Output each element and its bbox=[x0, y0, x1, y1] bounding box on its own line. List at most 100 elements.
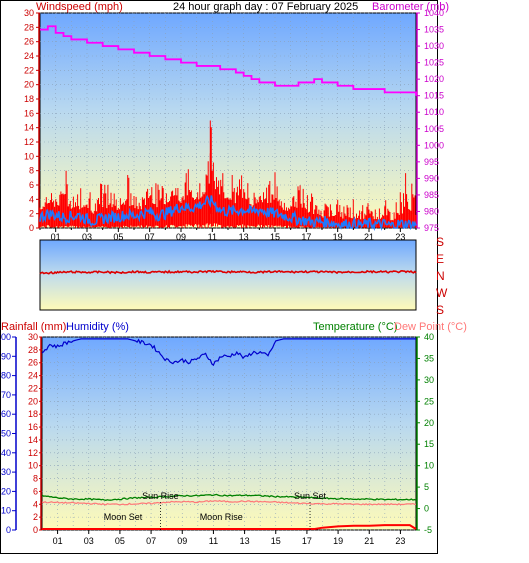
hour-tick-label: 01 bbox=[51, 232, 61, 242]
wind-tick-label: 24 bbox=[24, 51, 34, 61]
hour-tick-label: 07 bbox=[146, 536, 156, 546]
wind-tick-label: 22 bbox=[24, 65, 34, 75]
compass-label: E bbox=[436, 252, 444, 266]
hour-tick-label: 13 bbox=[239, 232, 249, 242]
annotation-label: Sun Set bbox=[294, 491, 327, 501]
temperature-axis-label: Temperature (°C) bbox=[313, 321, 397, 333]
hour-tick-label: 09 bbox=[177, 536, 187, 546]
hour-tick-label: 09 bbox=[176, 232, 186, 242]
wind-tick-label: 10 bbox=[24, 151, 34, 161]
hour-tick-label: 19 bbox=[333, 536, 343, 546]
baro-tick-label: 990 bbox=[424, 173, 439, 183]
hum-temp-axes: 0246810121416182022242628300102030405060… bbox=[0, 332, 434, 546]
humidity-axis-label: Humidity (%) bbox=[66, 321, 129, 333]
hour-tick-label: 03 bbox=[82, 232, 92, 242]
rain-tick-label: 4 bbox=[33, 499, 38, 509]
wind-axis-label: Windspeed (mph) bbox=[36, 1, 123, 13]
humidity-tick-label: 20 bbox=[1, 486, 11, 496]
temp-tick-label: -5 bbox=[424, 525, 432, 535]
wind-tick-label: 30 bbox=[24, 8, 34, 18]
humidity-tick-label: 70 bbox=[1, 390, 11, 400]
compass-label: S bbox=[436, 235, 444, 249]
baro-tick-label: 975 bbox=[424, 223, 439, 233]
hour-tick-label: 23 bbox=[395, 536, 405, 546]
wind-tick-label: 26 bbox=[24, 37, 34, 47]
humidity-tick-label: 30 bbox=[1, 467, 11, 477]
humidity-tick-label: 60 bbox=[1, 409, 11, 419]
hour-tick-label: 21 bbox=[364, 536, 374, 546]
hum-temp-grid bbox=[42, 336, 416, 531]
baro-tick-label: 995 bbox=[424, 157, 439, 167]
humidity-tick-label: 80 bbox=[1, 371, 11, 381]
wind-baro-axes: 0246810121416182022242628309759809859909… bbox=[24, 8, 444, 242]
rain-tick-label: 22 bbox=[28, 383, 38, 393]
baro-tick-label: 1015 bbox=[424, 91, 444, 101]
rain-tick-label: 20 bbox=[28, 396, 38, 406]
rain-tick-label: 16 bbox=[28, 422, 38, 432]
rain-tick-label: 26 bbox=[28, 358, 38, 368]
wind-tick-label: 8 bbox=[29, 166, 34, 176]
compass-label: W bbox=[436, 286, 448, 300]
wind-tick-label: 0 bbox=[29, 223, 34, 233]
humidity-tick-label: 10 bbox=[1, 506, 11, 516]
hour-tick-label: 17 bbox=[302, 536, 312, 546]
baro-tick-label: 980 bbox=[424, 206, 439, 216]
temp-tick-label: 30 bbox=[424, 375, 434, 385]
wind-tick-label: 16 bbox=[24, 108, 34, 118]
wind-tick-label: 12 bbox=[24, 137, 34, 147]
wind-tick-label: 20 bbox=[24, 80, 34, 90]
barometer-series bbox=[40, 25, 417, 96]
hour-tick-label: 07 bbox=[145, 232, 155, 242]
baro-tick-label: 1035 bbox=[424, 25, 444, 35]
compass-label: N bbox=[436, 269, 445, 283]
rain-tick-label: 0 bbox=[33, 525, 38, 535]
hour-tick-label: 13 bbox=[240, 536, 250, 546]
hour-tick-label: 01 bbox=[53, 536, 63, 546]
temperature-series bbox=[41, 493, 417, 501]
temp-tick-label: 0 bbox=[424, 504, 429, 514]
hour-tick-label: 21 bbox=[364, 232, 374, 242]
hour-tick-label: 05 bbox=[115, 536, 125, 546]
hour-tick-label: 19 bbox=[333, 232, 343, 242]
wind-tick-label: 6 bbox=[29, 180, 34, 190]
temp-tick-label: 25 bbox=[424, 396, 434, 406]
annotation-label: Moon Rise bbox=[200, 512, 243, 522]
rain-tick-label: 14 bbox=[28, 435, 38, 445]
dewpoint-series bbox=[41, 499, 417, 506]
wind-baro-series bbox=[39, 25, 417, 232]
wind-tick-label: 18 bbox=[24, 94, 34, 104]
hour-tick-label: 15 bbox=[270, 232, 280, 242]
rainfall-series bbox=[42, 524, 417, 530]
rainfall-axis-label: Rainfall (mm) bbox=[1, 321, 66, 333]
rain-tick-label: 18 bbox=[28, 409, 38, 419]
compass-label: S bbox=[436, 303, 444, 317]
wind-tick-label: 4 bbox=[29, 194, 34, 204]
baro-tick-label: 985 bbox=[424, 190, 439, 200]
humidity-tick-label: 100 bbox=[0, 332, 11, 342]
wind-direction-series bbox=[39, 269, 417, 275]
baro-tick-label: 1030 bbox=[424, 41, 444, 51]
hour-tick-label: 11 bbox=[209, 536, 218, 546]
humidity-tick-label: 0 bbox=[6, 525, 11, 535]
baro-tick-label: 1005 bbox=[424, 124, 444, 134]
temp-tick-label: 40 bbox=[424, 332, 434, 342]
baro-tick-label: 1020 bbox=[424, 74, 444, 84]
baro-tick-label: 1040 bbox=[424, 8, 444, 18]
rain-tick-label: 24 bbox=[28, 371, 38, 381]
temp-tick-label: 35 bbox=[424, 353, 434, 363]
temp-tick-label: 5 bbox=[424, 482, 429, 492]
wind-average-series bbox=[39, 194, 417, 232]
dewpoint-axis-label: Dew Point (°C) bbox=[394, 321, 467, 333]
wind-baro-plot bbox=[39, 12, 417, 229]
hour-tick-label: 11 bbox=[208, 232, 217, 242]
wind-tick-label: 28 bbox=[24, 22, 34, 32]
wind-direction-plot bbox=[39, 239, 417, 311]
baro-axis-label: Barometer (mb) bbox=[372, 1, 449, 13]
hour-tick-label: 23 bbox=[395, 232, 405, 242]
humidity-series bbox=[41, 338, 416, 367]
wind-tick-label: 2 bbox=[29, 209, 34, 219]
hour-tick-label: 03 bbox=[84, 536, 94, 546]
rain-tick-label: 12 bbox=[28, 448, 38, 458]
